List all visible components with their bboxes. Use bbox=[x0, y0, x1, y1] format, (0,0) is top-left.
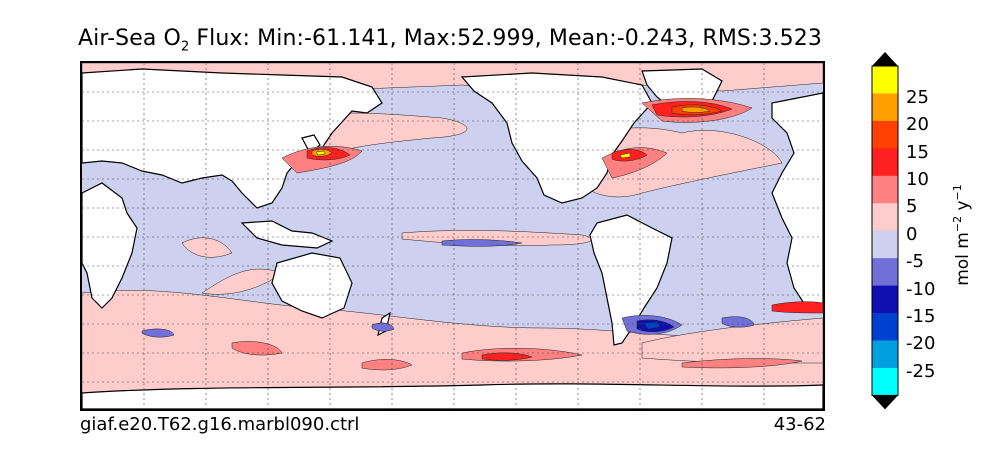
flux-map bbox=[82, 63, 823, 409]
units-exp2: −1 bbox=[951, 184, 965, 201]
colorbar-top-extension bbox=[872, 52, 898, 66]
colorbar-segment bbox=[872, 367, 898, 396]
units-exp1: −2 bbox=[951, 215, 965, 233]
land-north-america bbox=[460, 72, 653, 204]
land-asia bbox=[82, 68, 383, 209]
tick-label-0: 0 bbox=[906, 224, 918, 245]
tick-label-m15: -15 bbox=[906, 306, 936, 327]
colorbar-segment bbox=[872, 340, 898, 369]
colorbar-segment bbox=[872, 230, 898, 259]
tick-label-m25: -25 bbox=[906, 361, 936, 382]
title-stats: Flux: Min:-61.141, Max:52.999, Mean:-0.2… bbox=[189, 26, 822, 51]
tick-label-5: 5 bbox=[906, 196, 918, 217]
colorbar-segment bbox=[872, 175, 898, 204]
units-mid: y bbox=[952, 200, 973, 216]
land-africa bbox=[82, 182, 138, 309]
tick-label-20: 20 bbox=[906, 114, 929, 135]
map-title: Air-Sea O2 Flux: Min:-61.141, Max:52.999… bbox=[0, 26, 900, 54]
colorbar-segment bbox=[872, 93, 898, 122]
colorbar-segments bbox=[871, 52, 899, 410]
land-south-america bbox=[589, 214, 673, 346]
run-name-label: giaf.e20.T62.g16.marbl090.ctrl bbox=[80, 414, 360, 435]
colorbar-segment bbox=[872, 285, 898, 314]
colorbar-segment bbox=[872, 148, 898, 177]
colorbar-units-label: mol m−2 y−1 bbox=[951, 184, 973, 286]
colorbar-segment bbox=[872, 313, 898, 341]
title-prefix: Air-Sea O bbox=[78, 26, 181, 51]
colorbar-frame bbox=[871, 65, 899, 396]
tick-label-m10: -10 bbox=[906, 279, 936, 300]
land-indonesia bbox=[240, 220, 334, 249]
colorbar-segment bbox=[872, 66, 898, 94]
negative-flux-regions bbox=[141, 239, 755, 338]
graticule bbox=[82, 63, 823, 409]
tick-label-25: 25 bbox=[906, 87, 929, 108]
positive-flux-strong-regions bbox=[306, 101, 823, 361]
colorbar-segment bbox=[872, 258, 898, 287]
colorbar bbox=[871, 52, 899, 410]
units-base: mol m bbox=[952, 232, 973, 286]
colorbar-segment bbox=[872, 203, 898, 232]
land-antarctica bbox=[82, 383, 823, 409]
tick-label-m20: -20 bbox=[906, 333, 936, 354]
year-range-label: 43-62 bbox=[773, 414, 826, 435]
colorbar-bottom-extension bbox=[872, 395, 898, 410]
tick-label-m5: -5 bbox=[906, 251, 924, 272]
tick-label-15: 15 bbox=[906, 142, 929, 163]
title-subscript: 2 bbox=[180, 39, 190, 55]
colorbar-segment bbox=[872, 120, 898, 149]
map-panel bbox=[80, 61, 825, 411]
tick-label-10: 10 bbox=[906, 169, 929, 190]
land-australia bbox=[271, 252, 353, 319]
